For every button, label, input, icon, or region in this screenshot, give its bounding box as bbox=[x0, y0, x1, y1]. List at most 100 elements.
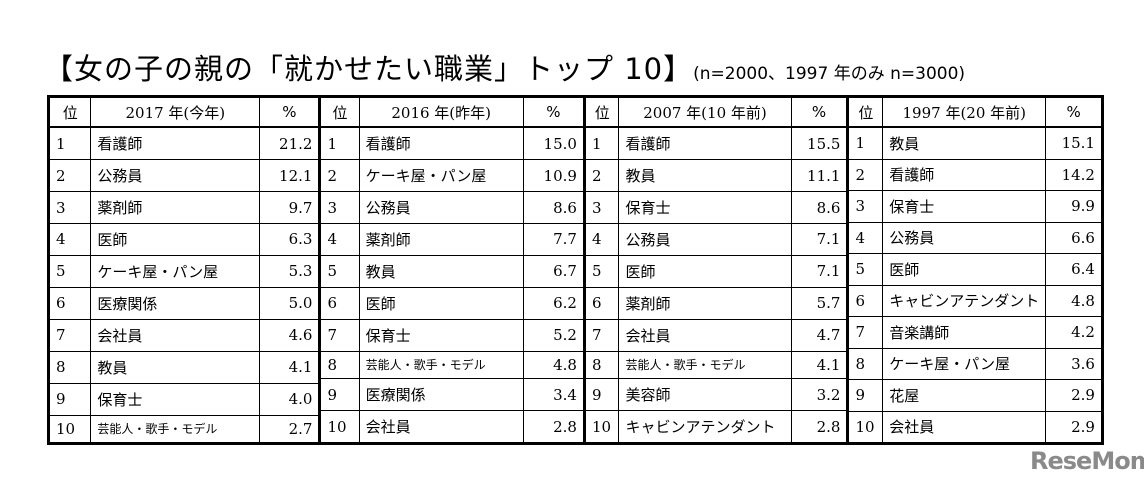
job-cell: 会社員 bbox=[618, 318, 792, 352]
pct-header: % bbox=[790, 98, 847, 128]
rank-cell: 4 bbox=[319, 223, 360, 256]
table-row: 7 音楽講師 4.2 bbox=[847, 316, 1101, 349]
rank-cell: 2 bbox=[319, 159, 360, 193]
pct-cell: 4.2 bbox=[1045, 316, 1101, 349]
pct-cell: 10.9 bbox=[522, 159, 583, 193]
rank-cell: 2 bbox=[584, 159, 620, 193]
table-row: 5 教員 6.7 bbox=[319, 254, 583, 288]
pct-cell: 4.8 bbox=[1045, 284, 1101, 318]
rank-cell: 8 bbox=[584, 350, 620, 380]
ranking-table: 位 2017 年(今年) % 1 看護師 21.2 2 公務員 12.1 3 薬… bbox=[50, 98, 319, 442]
pct-cell: 3.6 bbox=[1045, 347, 1101, 381]
rank-cell: 5 bbox=[50, 254, 92, 288]
pct-cell: 5.2 bbox=[522, 318, 583, 352]
pct-cell: 2.7 bbox=[259, 414, 319, 442]
job-cell: 医療関係 bbox=[90, 286, 261, 320]
table-row: 6 医療関係 5.0 bbox=[50, 286, 319, 320]
rank-cell: 7 bbox=[584, 318, 620, 352]
job-cell: 教員 bbox=[358, 254, 524, 288]
rank-cell: 3 bbox=[319, 191, 360, 224]
job-cell: キャビンアテンダント bbox=[882, 284, 1047, 318]
job-cell: 教員 bbox=[882, 126, 1047, 160]
table-row: 3 薬剤師 9.7 bbox=[50, 191, 319, 224]
job-cell: 会社員 bbox=[358, 410, 524, 442]
job-cell: 教員 bbox=[90, 350, 261, 384]
job-cell: 薬剤師 bbox=[618, 286, 792, 320]
pct-cell: 12.1 bbox=[259, 159, 319, 193]
rank-cell: 5 bbox=[584, 254, 620, 288]
job-cell: 芸能人・歌手・モデル bbox=[358, 350, 524, 380]
rank-cell: 4 bbox=[584, 223, 620, 256]
job-cell: 会社員 bbox=[882, 410, 1047, 442]
pct-cell: 15.5 bbox=[790, 126, 847, 161]
table-row: 4 公務員 6.6 bbox=[847, 221, 1101, 255]
table-row: 8 芸能人・歌手・モデル 4.1 bbox=[584, 350, 847, 380]
rank-cell: 7 bbox=[50, 318, 92, 352]
table-row: 1 看護師 15.5 bbox=[584, 126, 847, 161]
rank-cell: 2 bbox=[50, 159, 92, 193]
table-row: 9 医療関係 3.4 bbox=[319, 378, 583, 412]
pct-cell: 6.6 bbox=[1045, 221, 1101, 255]
rank-cell: 10 bbox=[50, 414, 92, 442]
pct-cell: 9.9 bbox=[1045, 190, 1101, 223]
pct-cell: 8.6 bbox=[790, 191, 847, 224]
table-row: 10 会社員 2.9 bbox=[847, 410, 1101, 442]
ranking-table: 位 1997 年(20 年前) % 1 教員 15.1 2 看護師 14.2 3… bbox=[846, 98, 1101, 442]
table-row: 7 会社員 4.6 bbox=[50, 318, 319, 352]
rank-cell: 8 bbox=[50, 350, 92, 384]
pct-cell: 3.2 bbox=[790, 378, 847, 412]
table-row: 4 公務員 7.1 bbox=[584, 223, 847, 256]
rank-header: 位 bbox=[319, 98, 360, 128]
table-row: 5 医師 7.1 bbox=[584, 254, 847, 288]
rank-cell: 8 bbox=[319, 350, 360, 380]
table-row: 7 保育士 5.2 bbox=[319, 318, 583, 352]
pct-cell: 5.7 bbox=[790, 286, 847, 320]
rank-cell: 10 bbox=[319, 410, 360, 442]
rank-cell: 9 bbox=[50, 382, 92, 416]
rank-cell: 4 bbox=[847, 221, 884, 255]
table-row: 6 キャビンアテンダント 4.8 bbox=[847, 284, 1101, 318]
pct-cell: 15.1 bbox=[1045, 126, 1101, 160]
header-row: 位 2007 年(10 年前) % bbox=[584, 98, 847, 128]
table-row: 1 教員 15.1 bbox=[847, 126, 1101, 160]
table-row: 9 美容師 3.2 bbox=[584, 378, 847, 412]
pct-cell: 6.3 bbox=[259, 223, 319, 256]
table-row: 8 ケーキ屋・パン屋 3.6 bbox=[847, 347, 1101, 381]
pct-cell: 7.1 bbox=[790, 254, 847, 288]
table-row: 2 公務員 12.1 bbox=[50, 159, 319, 193]
page-title: 【女の子の親の「就かせたい職業」トップ 10】(n=2000、1997 年のみ … bbox=[44, 46, 965, 88]
title-text: 【女の子の親の「就かせたい職業」トップ 10】 bbox=[44, 52, 694, 86]
pct-cell: 4.7 bbox=[790, 318, 847, 352]
rank-cell: 6 bbox=[50, 286, 92, 320]
table-row: 2 ケーキ屋・パン屋 10.9 bbox=[319, 159, 583, 193]
ranking-table: 位 2016 年(昨年) % 1 看護師 15.0 2 ケーキ屋・パン屋 10.… bbox=[318, 98, 583, 442]
table-row: 10 キャビンアテンダント 2.8 bbox=[584, 410, 847, 442]
job-cell: 看護師 bbox=[358, 126, 524, 161]
rank-cell: 6 bbox=[584, 286, 620, 320]
rank-cell: 9 bbox=[584, 378, 620, 412]
pct-cell: 4.1 bbox=[259, 350, 319, 384]
header-row: 位 2016 年(昨年) % bbox=[319, 98, 583, 128]
table-row: 6 医師 6.2 bbox=[319, 286, 583, 320]
job-cell: ケーキ屋・パン屋 bbox=[90, 254, 261, 288]
pct-cell: 4.1 bbox=[790, 350, 847, 380]
table-row: 8 教員 4.1 bbox=[50, 350, 319, 384]
table-row: 1 看護師 21.2 bbox=[50, 126, 319, 161]
job-cell: 薬剤師 bbox=[358, 223, 524, 256]
rank-cell: 6 bbox=[847, 284, 884, 318]
header-row: 位 2017 年(今年) % bbox=[50, 98, 319, 128]
job-cell: 花屋 bbox=[882, 379, 1047, 412]
job-cell: 看護師 bbox=[90, 126, 261, 161]
rank-cell: 8 bbox=[847, 347, 884, 381]
pct-cell: 9.7 bbox=[259, 191, 319, 224]
table-row: 5 ケーキ屋・パン屋 5.3 bbox=[50, 254, 319, 288]
year-header: 2007 年(10 年前) bbox=[618, 98, 792, 128]
pct-cell: 6.4 bbox=[1045, 253, 1101, 286]
rank-cell: 7 bbox=[319, 318, 360, 352]
job-cell: 芸能人・歌手・モデル bbox=[618, 350, 792, 380]
job-cell: 保育士 bbox=[358, 318, 524, 352]
pct-cell: 15.0 bbox=[522, 126, 583, 161]
pct-cell: 7.1 bbox=[790, 223, 847, 256]
job-cell: 薬剤師 bbox=[90, 191, 261, 224]
pct-cell: 4.8 bbox=[522, 350, 583, 380]
